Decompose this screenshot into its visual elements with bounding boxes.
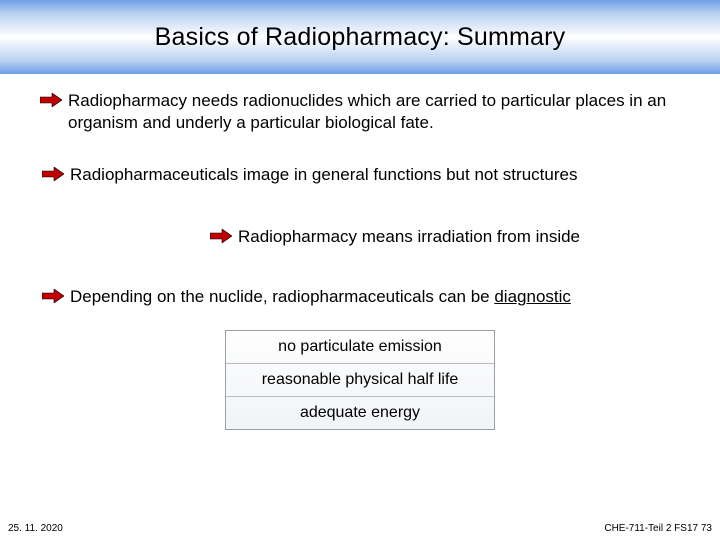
slide-content: Radiopharmacy needs radionuclides which … [0, 74, 720, 430]
bullet-1-text: Radiopharmacy needs radionuclides which … [68, 90, 680, 134]
slide-title: Basics of Radiopharmacy: Summary [155, 23, 566, 52]
bullet-2-text: Radiopharmaceuticals image in general fu… [70, 164, 577, 186]
footer-course-ref: CHE-711-Teil 2 FS17 73 [604, 523, 712, 534]
arrow-right-icon [40, 93, 62, 107]
bullet-4: Depending on the nuclide, radiopharmaceu… [42, 286, 680, 308]
footer-date: 25. 11. 2020 [8, 523, 63, 534]
bullet-4-underlined: diagnostic [494, 287, 571, 306]
criteria-item-3: adequate energy [226, 397, 494, 429]
arrow-right-icon [210, 229, 232, 243]
title-banner: Basics of Radiopharmacy: Summary [0, 0, 720, 74]
criteria-item-1: no particulate emission [226, 331, 494, 364]
bullet-4-prefix: Depending on the nuclide, radiopharmaceu… [70, 287, 494, 306]
criteria-box: no particulate emission reasonable physi… [225, 330, 495, 430]
bullet-3-text: Radiopharmacy means irradiation from ins… [238, 226, 580, 248]
arrow-right-icon [42, 289, 64, 303]
bullet-3: Radiopharmacy means irradiation from ins… [40, 226, 680, 248]
criteria-item-2: reasonable physical half life [226, 364, 494, 397]
bullet-4-text: Depending on the nuclide, radiopharmaceu… [70, 286, 571, 308]
bullet-2: Radiopharmaceuticals image in general fu… [42, 164, 680, 186]
bullet-1: Radiopharmacy needs radionuclides which … [40, 90, 680, 134]
arrow-right-icon [42, 167, 64, 181]
